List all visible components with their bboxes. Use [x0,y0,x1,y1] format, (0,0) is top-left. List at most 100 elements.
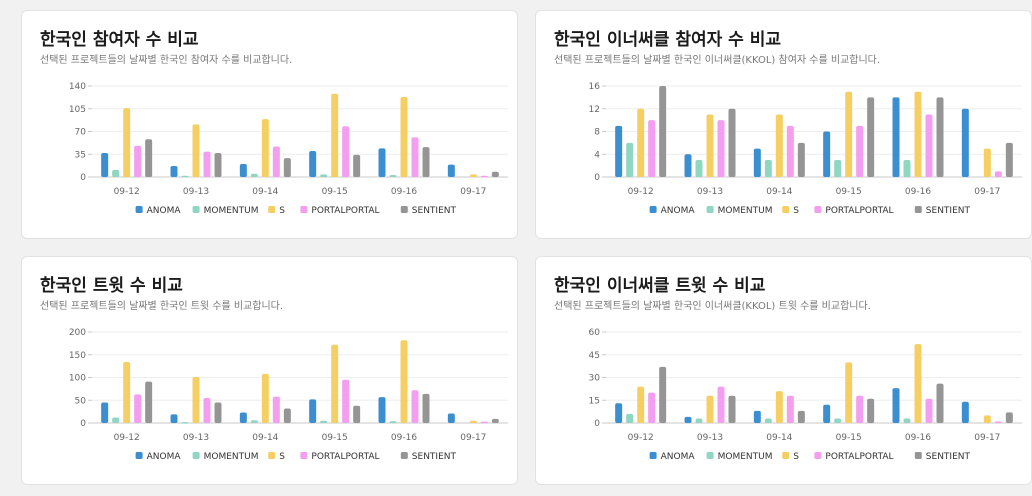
bar-s-09-13[interactable] [192,377,200,423]
bar-sentient-09-12[interactable] [145,139,153,177]
bar-anoma-09-16[interactable] [378,397,386,423]
bar-momentum-09-15[interactable] [320,420,328,423]
bar-portalportal-09-15[interactable] [342,379,350,423]
bar-sentient-09-12[interactable] [659,86,667,177]
bar-s-09-16[interactable] [400,340,408,423]
bar-anoma-09-12[interactable] [615,125,623,177]
bar-anoma-09-15[interactable] [823,131,831,178]
bar-s-09-14[interactable] [775,114,783,177]
bar-s-09-13[interactable] [706,114,714,177]
bar-portalportal-09-14[interactable] [272,396,280,423]
bar-sentient-09-15[interactable] [867,398,875,423]
bar-s-09-15[interactable] [331,344,339,423]
bar-anoma-09-16[interactable] [892,388,900,423]
bar-anoma-09-13[interactable] [170,165,178,177]
bar-sentient-09-14[interactable] [283,408,291,423]
legend-label-s[interactable]: S [279,452,285,462]
bar-sentient-09-17[interactable] [1005,412,1013,423]
legend-label-anoma[interactable]: ANOMA [661,206,696,216]
bar-s-09-12[interactable] [123,362,131,423]
bar-momentum-09-13[interactable] [695,418,703,423]
bar-portalportal-09-13[interactable] [203,151,211,177]
bar-sentient-09-14[interactable] [283,158,291,177]
bar-anoma-09-14[interactable] [239,412,247,423]
bar-portalportal-09-14[interactable] [786,125,794,177]
bar-anoma-09-14[interactable] [753,148,761,177]
bar-s-09-15[interactable] [845,362,853,423]
bar-momentum-09-13[interactable] [695,159,703,177]
bar-portalportal-09-12[interactable] [134,394,142,423]
bar-anoma-09-17[interactable] [961,108,969,177]
legend-label-anoma[interactable]: ANOMA [147,206,182,216]
legend-label-momentum[interactable]: MOMENTUM [204,206,259,216]
bar-momentum-09-16[interactable] [389,421,397,423]
bar-portalportal-09-12[interactable] [134,145,142,177]
bar-sentient-09-13[interactable] [214,402,222,423]
bar-portalportal-09-12[interactable] [648,120,656,177]
bar-anoma-09-12[interactable] [101,152,109,177]
bar-portalportal-09-15[interactable] [856,395,864,423]
bar-s-09-13[interactable] [706,395,714,423]
bar-s-09-17[interactable] [469,420,477,423]
bar-s-09-14[interactable] [775,391,783,423]
bar-momentum-09-13[interactable] [181,175,189,178]
legend-label-sentient[interactable]: SENTIENT [926,206,971,216]
bar-sentient-09-16[interactable] [422,147,430,177]
legend-label-portalportal[interactable]: PORTALPORTAL [825,452,893,462]
bar-momentum-09-15[interactable] [834,159,842,177]
bar-s-09-12[interactable] [637,386,645,423]
legend-label-momentum[interactable]: MOMENTUM [718,206,773,216]
bar-sentient-09-13[interactable] [728,395,736,423]
legend-label-sentient[interactable]: SENTIENT [412,452,457,462]
bar-anoma-09-12[interactable] [615,403,623,423]
bar-portalportal-09-15[interactable] [856,125,864,177]
bar-sentient-09-13[interactable] [214,152,222,177]
bar-sentient-09-16[interactable] [422,393,430,423]
bar-portalportal-09-16[interactable] [925,398,933,423]
bar-sentient-09-12[interactable] [659,366,667,423]
bar-momentum-09-14[interactable] [250,173,258,177]
bar-momentum-09-16[interactable] [903,159,911,177]
bar-anoma-09-13[interactable] [684,416,692,423]
bar-s-09-16[interactable] [914,91,922,177]
bar-portalportal-09-13[interactable] [717,386,725,423]
bar-portalportal-09-14[interactable] [272,146,280,177]
bar-s-09-16[interactable] [400,97,408,177]
bar-momentum-09-14[interactable] [764,159,772,177]
bar-portalportal-09-17[interactable] [480,421,488,424]
bar-portalportal-09-17[interactable] [480,175,488,178]
bar-s-09-16[interactable] [914,344,922,423]
bar-portalportal-09-16[interactable] [925,114,933,177]
bar-s-09-17[interactable] [469,174,477,177]
bar-anoma-09-14[interactable] [239,164,247,177]
bar-anoma-09-16[interactable] [892,97,900,177]
bar-sentient-09-16[interactable] [936,383,944,423]
bar-sentient-09-15[interactable] [353,154,361,177]
bar-s-09-17[interactable] [983,148,991,177]
bar-portalportal-09-13[interactable] [203,397,211,423]
bar-sentient-09-12[interactable] [145,381,153,423]
bar-anoma-09-12[interactable] [101,402,109,423]
bar-sentient-09-17[interactable] [1005,142,1013,177]
bar-momentum-09-16[interactable] [389,175,397,177]
bar-sentient-09-16[interactable] [936,97,944,177]
bar-momentum-09-12[interactable] [112,169,120,177]
bar-anoma-09-17[interactable] [447,164,455,177]
legend-label-s[interactable]: S [793,452,799,462]
bar-sentient-09-13[interactable] [728,108,736,177]
legend-label-portalportal[interactable]: PORTALPORTAL [311,452,379,462]
bar-s-09-15[interactable] [331,93,339,177]
legend-label-anoma[interactable]: ANOMA [147,452,182,462]
bar-anoma-09-17[interactable] [447,413,455,423]
bar-momentum-09-15[interactable] [320,174,328,177]
bar-sentient-09-17[interactable] [491,171,499,177]
bar-portalportal-09-16[interactable] [411,390,419,423]
bar-momentum-09-14[interactable] [764,418,772,423]
bar-anoma-09-13[interactable] [684,154,692,177]
bar-momentum-09-14[interactable] [250,420,258,423]
legend-label-s[interactable]: S [279,206,285,216]
bar-portalportal-09-14[interactable] [786,395,794,423]
legend-label-anoma[interactable]: ANOMA [661,452,696,462]
bar-momentum-09-12[interactable] [112,417,120,423]
bar-anoma-09-15[interactable] [309,399,317,423]
